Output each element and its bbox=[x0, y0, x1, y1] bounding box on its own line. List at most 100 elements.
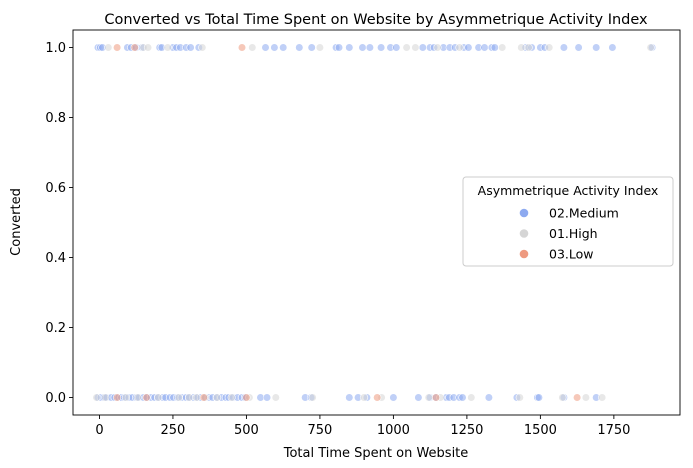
y-tick-label: 0.2 bbox=[45, 321, 66, 336]
data-point bbox=[490, 43, 499, 52]
data-point bbox=[143, 43, 153, 52]
data-point bbox=[237, 43, 247, 52]
points-layer bbox=[92, 43, 657, 402]
data-point bbox=[112, 43, 122, 52]
data-point bbox=[534, 393, 544, 402]
data-point bbox=[308, 393, 317, 402]
y-axis-label: Converted bbox=[9, 188, 24, 256]
data-point bbox=[163, 43, 172, 52]
data-point bbox=[418, 43, 427, 52]
data-point bbox=[174, 393, 183, 402]
data-point bbox=[377, 43, 386, 52]
data-point bbox=[484, 393, 494, 402]
data-point bbox=[248, 43, 257, 52]
data-point bbox=[517, 43, 526, 52]
x-tick-label: 500 bbox=[234, 423, 259, 438]
data-point bbox=[431, 393, 441, 402]
data-point bbox=[597, 393, 607, 402]
x-tick-label: 750 bbox=[308, 423, 333, 438]
data-point bbox=[101, 393, 110, 402]
data-point bbox=[261, 43, 270, 52]
legend-label: 02.Medium bbox=[549, 206, 619, 221]
chart-title: Converted vs Total Time Spent on Website… bbox=[104, 12, 648, 28]
data-point bbox=[433, 43, 442, 52]
data-point bbox=[271, 393, 280, 402]
data-point bbox=[279, 43, 288, 52]
y-tick-label: 0.6 bbox=[45, 181, 66, 196]
data-point bbox=[424, 393, 433, 402]
data-point bbox=[104, 43, 113, 52]
data-point bbox=[572, 393, 582, 402]
data-point bbox=[133, 393, 142, 402]
data-point bbox=[334, 43, 344, 52]
data-point bbox=[154, 393, 163, 402]
data-point bbox=[358, 43, 367, 52]
data-point bbox=[242, 393, 251, 402]
data-point bbox=[574, 43, 583, 52]
data-point bbox=[646, 43, 655, 52]
data-point bbox=[198, 43, 207, 52]
x-tick-label: 0 bbox=[95, 423, 103, 438]
data-point bbox=[185, 393, 194, 402]
data-point bbox=[373, 393, 382, 402]
plot-frame bbox=[72, 29, 681, 416]
legend-marker bbox=[519, 229, 529, 238]
data-point bbox=[467, 393, 476, 402]
data-point bbox=[212, 393, 222, 402]
data-point bbox=[402, 43, 411, 52]
data-point bbox=[112, 393, 122, 402]
data-point bbox=[411, 43, 420, 52]
data-point bbox=[365, 43, 375, 52]
data-point bbox=[130, 43, 139, 52]
data-point bbox=[142, 393, 151, 402]
data-point bbox=[121, 393, 130, 402]
data-point bbox=[307, 43, 316, 52]
data-point bbox=[192, 393, 201, 402]
data-point bbox=[414, 393, 423, 402]
x-axis-label: Total Time Spent on Website bbox=[283, 446, 469, 461]
data-point bbox=[186, 43, 195, 52]
data-point bbox=[524, 43, 533, 52]
y-tick-label: 0.8 bbox=[45, 111, 66, 126]
data-point bbox=[227, 393, 236, 402]
data-point bbox=[545, 43, 554, 52]
data-point bbox=[581, 393, 591, 402]
data-point bbox=[480, 43, 489, 52]
x-tick-label: 250 bbox=[161, 423, 186, 438]
x-tick-label: 1000 bbox=[377, 423, 410, 438]
legend-items: 02.Medium 01.High 03.Low bbox=[519, 206, 619, 262]
data-point bbox=[262, 393, 272, 402]
y-tick-label: 1.0 bbox=[45, 41, 66, 56]
data-point bbox=[392, 43, 401, 52]
data-point bbox=[359, 393, 369, 402]
legend-box bbox=[462, 176, 674, 267]
x-tick-label: 1500 bbox=[524, 423, 557, 438]
y-axis-ticks: 0.0 0.2 0.4 0.6 0.8 1.0 bbox=[45, 41, 73, 406]
data-point bbox=[515, 393, 524, 402]
legend-marker bbox=[519, 208, 529, 218]
data-point bbox=[92, 393, 101, 402]
legend-label: 01.High bbox=[549, 226, 598, 241]
data-point bbox=[199, 393, 208, 402]
data-point bbox=[455, 43, 464, 52]
data-point bbox=[558, 393, 567, 402]
legend-title: Asymmetrique Activity Index bbox=[478, 183, 659, 198]
data-point bbox=[464, 43, 473, 52]
x-tick-label: 1250 bbox=[450, 423, 483, 438]
legend-marker bbox=[519, 249, 529, 259]
legend: Asymmetrique Activity Index 02.Medium 01.… bbox=[462, 176, 674, 267]
legend-label: 03.Low bbox=[549, 247, 594, 262]
x-tick-label: 1750 bbox=[597, 423, 630, 438]
data-point bbox=[345, 43, 354, 52]
y-tick-label: 0.0 bbox=[45, 391, 66, 406]
data-point bbox=[592, 43, 601, 52]
data-point bbox=[498, 43, 507, 52]
data-point bbox=[608, 43, 617, 52]
data-point bbox=[295, 43, 304, 52]
x-axis-ticks: 0 250 500 750 1000 1250 1500 1750 bbox=[95, 415, 630, 438]
data-point bbox=[458, 393, 467, 402]
data-point bbox=[315, 43, 325, 52]
data-point bbox=[270, 43, 279, 52]
data-point bbox=[559, 43, 569, 52]
